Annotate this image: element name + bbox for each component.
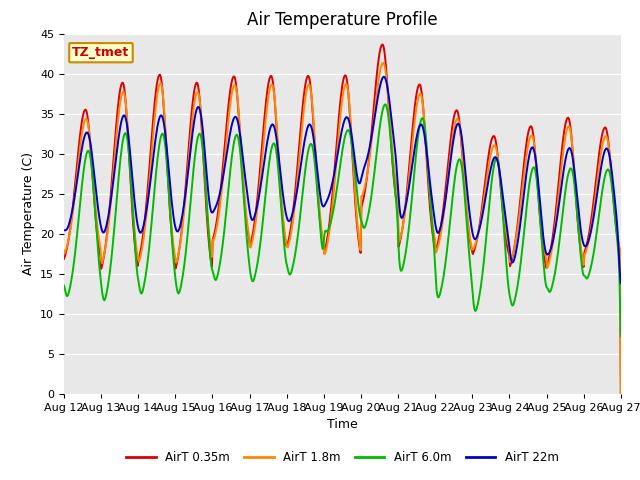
AirT 6.0m [127, 186, 135, 192]
AirT 6.0m [428, 207, 435, 213]
Line: AirT 6.0m: AirT 6.0m [64, 104, 621, 336]
AirT 22m [428, 189, 435, 195]
AirT 22m [60, 228, 68, 233]
X-axis label: Time: Time [327, 418, 358, 431]
AirT 22m [214, 200, 221, 205]
AirT 0.35m [127, 194, 135, 200]
AirT 6.0m [214, 273, 221, 279]
AirT 1.8m [127, 183, 135, 189]
AirT 1.8m [60, 248, 68, 253]
AirT 6.0m [411, 164, 419, 170]
Line: AirT 1.8m: AirT 1.8m [64, 63, 621, 394]
AirT 22m [184, 170, 192, 176]
AirT 0.35m [411, 104, 419, 109]
AirT 6.0m [381, 101, 389, 107]
AirT 22m [127, 164, 135, 170]
AirT 0.35m [184, 155, 192, 160]
Title: Air Temperature Profile: Air Temperature Profile [247, 11, 438, 29]
Y-axis label: Air Temperature (C): Air Temperature (C) [22, 152, 35, 275]
AirT 1.8m [411, 117, 419, 122]
AirT 22m [411, 144, 419, 150]
AirT 22m [617, 280, 625, 286]
AirT 22m [70, 197, 78, 203]
Legend: AirT 0.35m, AirT 1.8m, AirT 6.0m, AirT 22m: AirT 0.35m, AirT 1.8m, AirT 6.0m, AirT 2… [122, 446, 563, 469]
AirT 0.35m [60, 256, 68, 262]
AirT 0.35m [617, 391, 625, 396]
AirT 1.8m [428, 206, 435, 212]
AirT 1.8m [617, 391, 625, 396]
AirT 0.35m [428, 217, 435, 223]
AirT 22m [380, 74, 388, 80]
AirT 6.0m [617, 334, 625, 339]
AirT 1.8m [184, 167, 192, 172]
AirT 6.0m [60, 283, 68, 288]
AirT 6.0m [184, 228, 192, 234]
Line: AirT 22m: AirT 22m [64, 77, 621, 283]
AirT 0.35m [214, 215, 221, 220]
Line: AirT 0.35m: AirT 0.35m [64, 45, 621, 394]
AirT 1.8m [70, 199, 78, 205]
AirT 0.35m [70, 192, 78, 198]
Text: TZ_tmet: TZ_tmet [72, 46, 130, 59]
AirT 0.35m [378, 42, 386, 48]
AirT 6.0m [70, 259, 78, 264]
AirT 1.8m [214, 221, 221, 227]
AirT 1.8m [380, 60, 387, 66]
